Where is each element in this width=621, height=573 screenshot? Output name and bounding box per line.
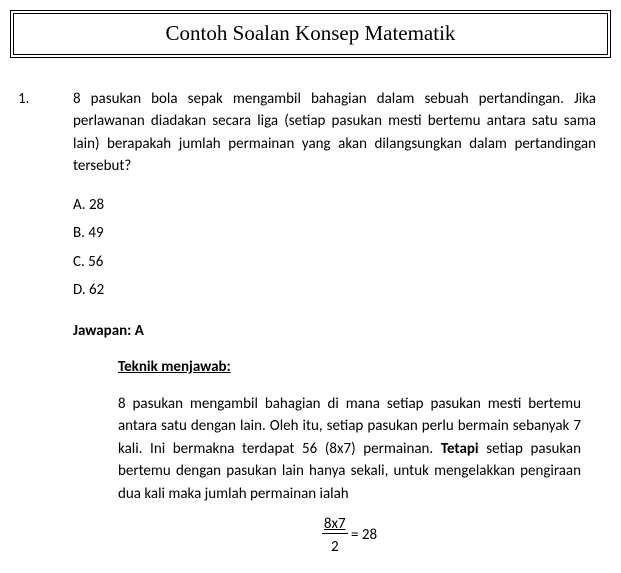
page-title: Contoh Soalan Konsep Matematik xyxy=(13,13,608,55)
option-b: B. 49 xyxy=(73,222,596,245)
fraction: 8x7 2 xyxy=(322,513,348,558)
question-number: 1. xyxy=(10,88,73,111)
explanation-text: 8 pasukan mengambil bahagian di mana set… xyxy=(118,393,581,506)
question-stem: 8 pasukan bola sepak mengambil bahagian … xyxy=(73,88,596,178)
option-d: D. 62 xyxy=(73,279,596,302)
technique-heading: Teknik menjawab: xyxy=(118,356,581,379)
fraction-numerator: 8x7 xyxy=(322,515,348,534)
fraction-denominator: 2 xyxy=(329,538,341,556)
formula-equals: = 28 xyxy=(348,526,377,544)
question-1: 1. 8 pasukan bola sepak mengambil bahagi… xyxy=(10,88,611,559)
answer-label: Jawapan: A xyxy=(73,320,596,343)
option-c: C. 56 xyxy=(73,251,596,274)
title-frame: Contoh Soalan Konsep Matematik xyxy=(10,10,611,58)
explain-bold: Tetapi xyxy=(441,440,479,458)
question-body: 8 pasukan bola sepak mengambil bahagian … xyxy=(73,88,611,559)
technique-section: Teknik menjawab: 8 pasukan mengambil bah… xyxy=(118,356,596,558)
option-a: A. 28 xyxy=(73,194,596,217)
formula: 8x7 2 = 28 xyxy=(118,513,581,558)
options-list: A. 28 B. 49 C. 56 D. 62 xyxy=(73,194,596,302)
